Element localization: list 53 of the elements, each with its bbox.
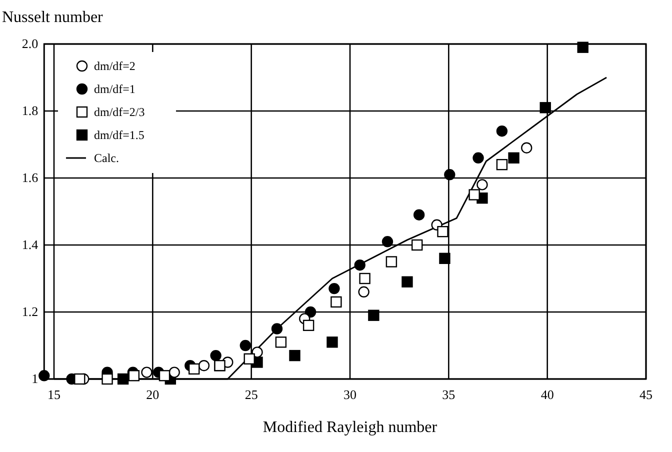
x-tick-label: 20 xyxy=(146,387,160,402)
legend-label: dm/df=2 xyxy=(94,59,136,73)
point xyxy=(289,350,300,362)
x-tick-label: 40 xyxy=(540,387,554,402)
point xyxy=(158,370,170,382)
x-tick-label: 15 xyxy=(48,387,60,402)
point xyxy=(413,209,425,220)
point xyxy=(330,296,342,308)
point xyxy=(128,370,140,382)
point xyxy=(74,373,86,385)
y-tick-label: 1.6 xyxy=(22,170,39,185)
point xyxy=(402,276,413,288)
point xyxy=(326,336,338,348)
point xyxy=(302,320,314,331)
point xyxy=(304,306,316,318)
y-tick-label: 1.2 xyxy=(22,304,38,319)
point xyxy=(38,370,50,382)
point xyxy=(472,152,484,164)
legend-label: Calc. xyxy=(94,151,119,165)
x-tick-label: 45 xyxy=(640,387,652,402)
legend-label: dm/df=2/3 xyxy=(94,105,145,119)
point xyxy=(496,126,508,137)
point xyxy=(275,336,287,348)
point xyxy=(188,363,200,375)
y-tick-label: 2.0 xyxy=(22,36,38,51)
x-tick-label: 25 xyxy=(244,387,258,402)
point xyxy=(244,353,255,364)
point xyxy=(496,159,508,170)
point xyxy=(102,373,113,385)
point xyxy=(444,169,456,180)
y-tick-label: 1 xyxy=(32,371,38,386)
point xyxy=(382,236,394,248)
point xyxy=(577,42,588,53)
x-axis-title: Modified Rayleigh number xyxy=(262,419,438,436)
y-tick-label: 1.4 xyxy=(22,237,39,252)
point xyxy=(386,256,398,268)
y-tick-label: 1.8 xyxy=(22,103,38,118)
point xyxy=(240,340,252,352)
point xyxy=(210,350,222,362)
point xyxy=(368,310,380,321)
point xyxy=(508,152,520,164)
point xyxy=(359,272,370,284)
point xyxy=(437,226,448,238)
x-tick-label: 35 xyxy=(442,387,456,402)
legend-label: dm/df=1.5 xyxy=(94,128,144,142)
point xyxy=(411,239,423,251)
legend-label: dm/df=1 xyxy=(94,82,136,96)
x-tick-label: 30 xyxy=(344,387,356,402)
point xyxy=(439,252,450,264)
point xyxy=(540,102,551,114)
point xyxy=(328,282,340,294)
point xyxy=(468,189,480,200)
y-axis-title: Nusselt number xyxy=(2,9,104,26)
